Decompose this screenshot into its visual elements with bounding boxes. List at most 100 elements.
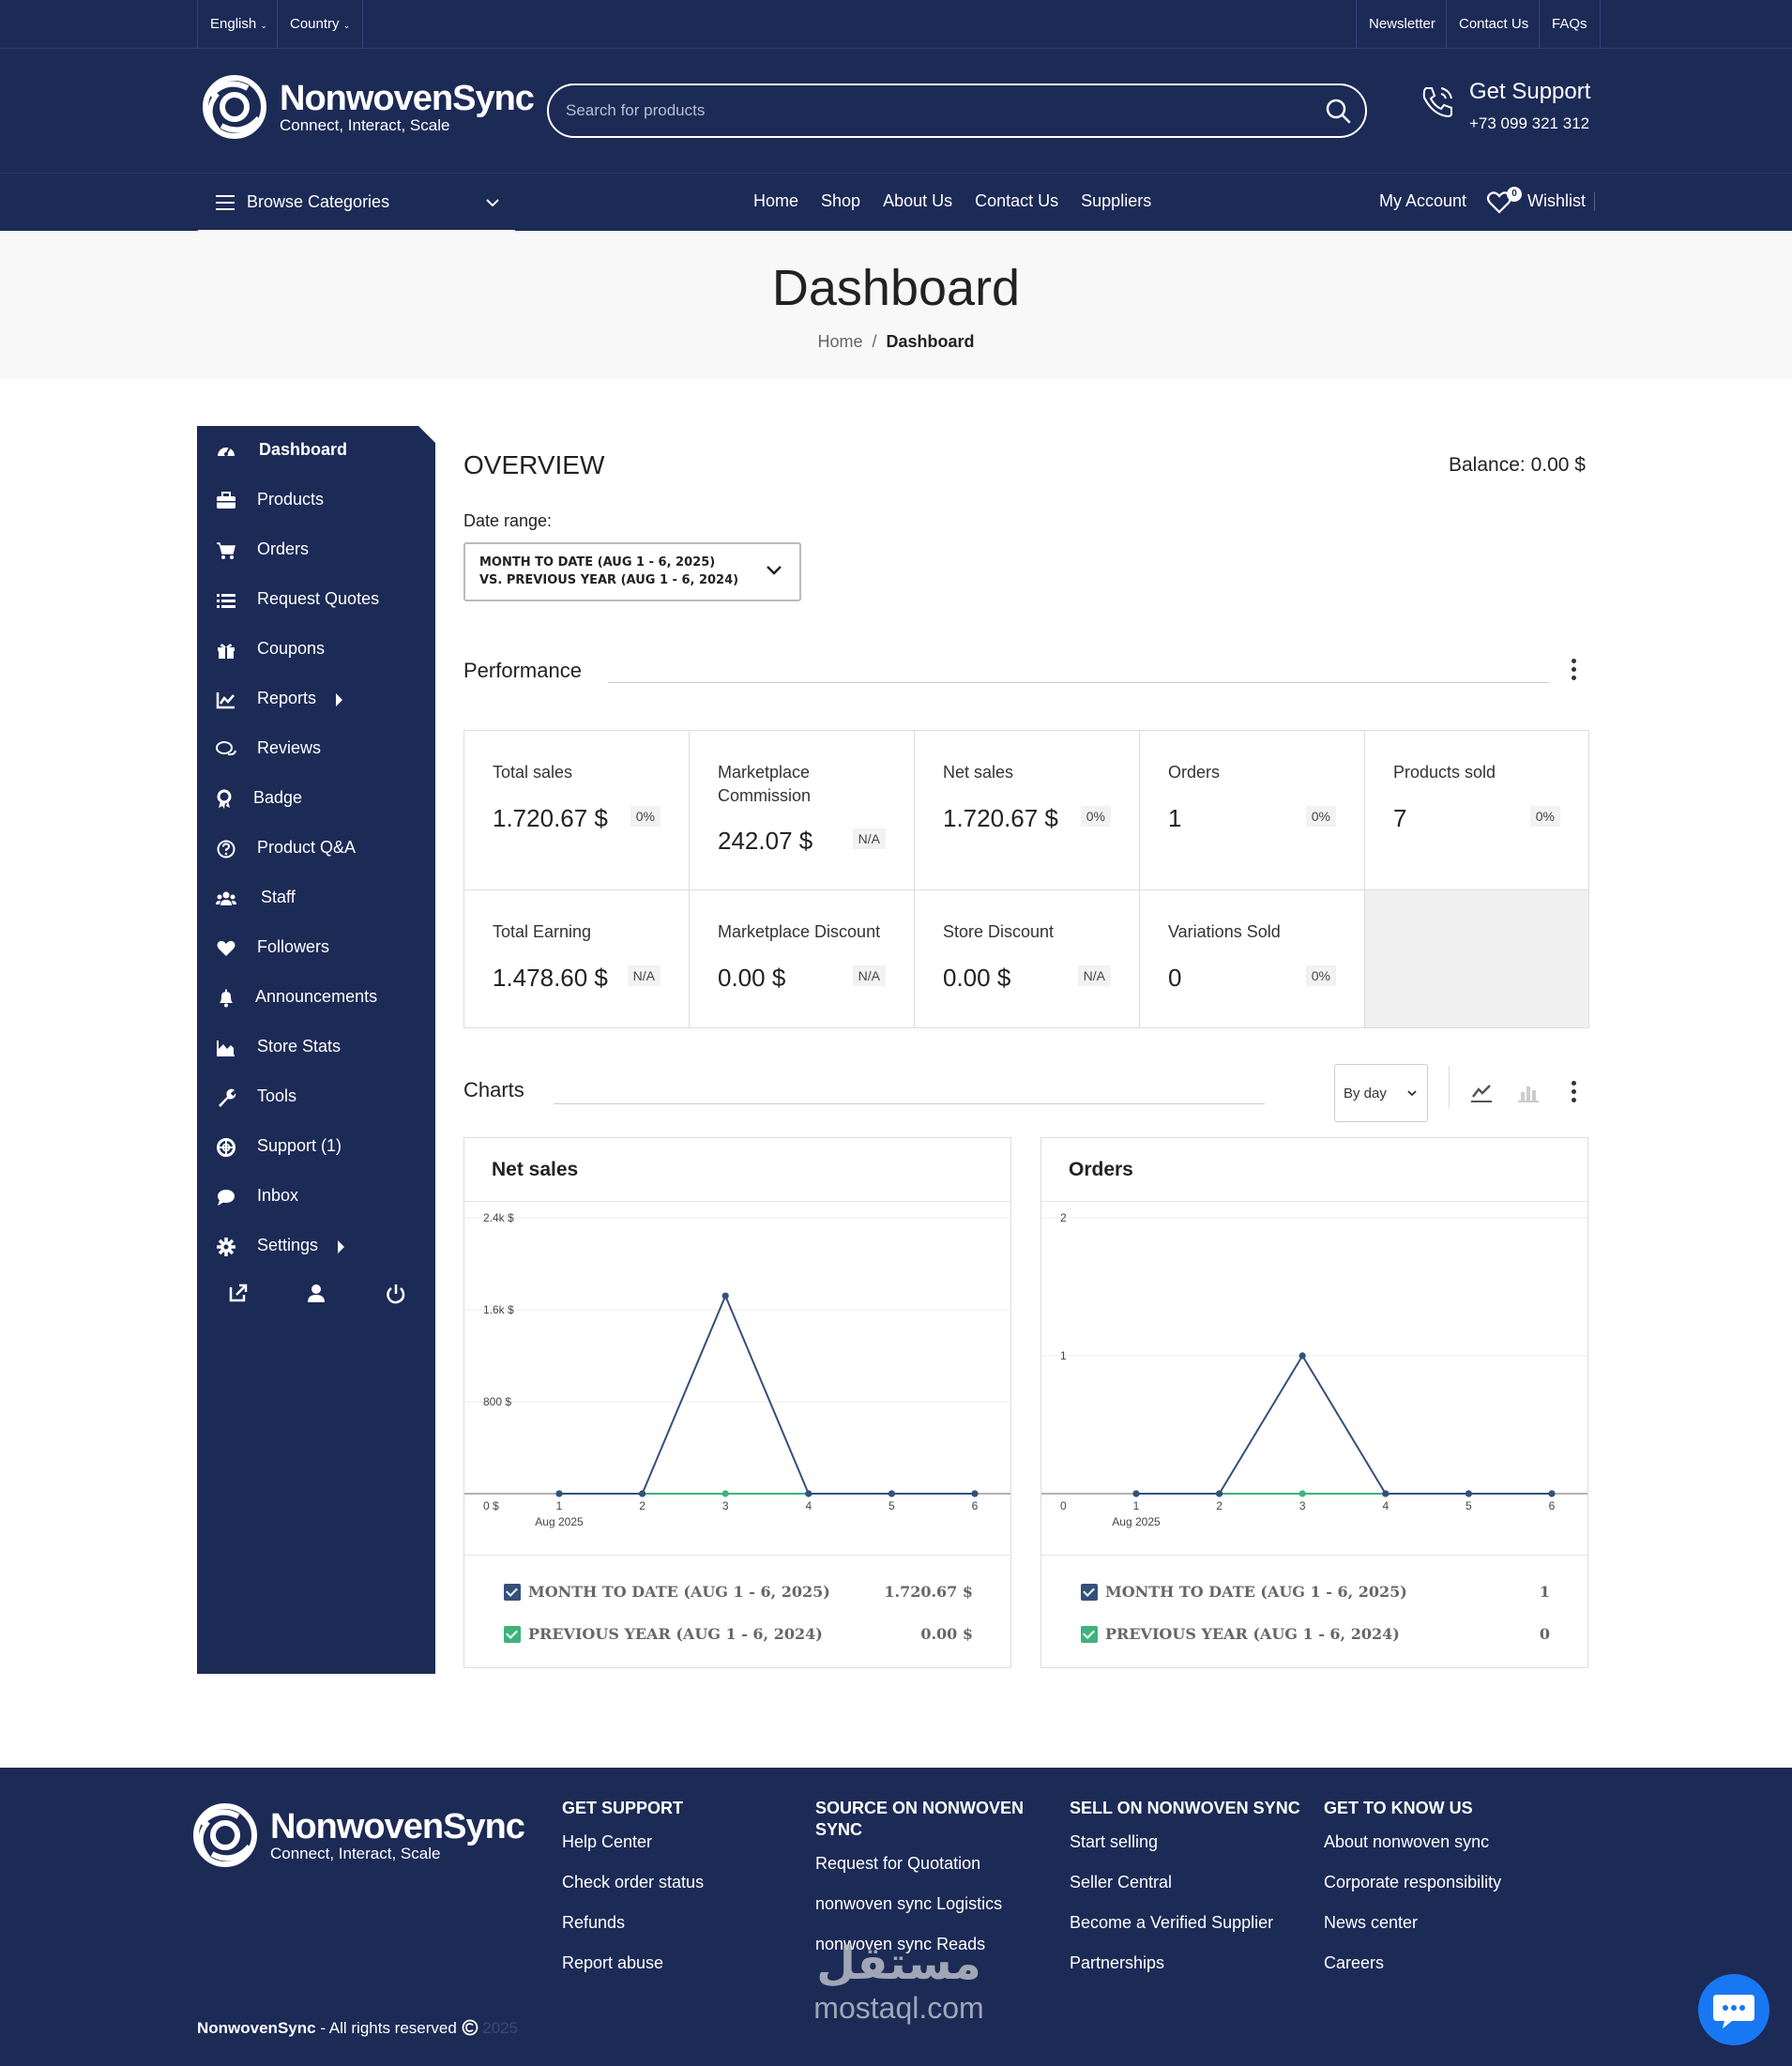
sidebar-item-followers[interactable]: Followers: [197, 923, 435, 973]
contact-link[interactable]: Contact Us: [1446, 0, 1541, 49]
wishlist-link[interactable]: 0 Wishlist: [1486, 187, 1599, 217]
legend-item-previous[interactable]: PREVIOUS YEAR (AUG 1 - 6, 2024) 0: [1081, 1620, 1550, 1648]
comments-icon: [216, 741, 236, 756]
sidebar-item-store-stats[interactable]: Store Stats: [197, 1023, 435, 1072]
power-icon[interactable]: [382, 1280, 410, 1308]
footer-link[interactable]: Check order status: [562, 1873, 705, 1891]
sidebar-item-staff[interactable]: Staff: [197, 873, 435, 923]
stat-change: 0%: [1529, 806, 1560, 827]
my-account-link[interactable]: My Account: [1379, 191, 1467, 210]
nav-suppliers[interactable]: Suppliers: [1081, 191, 1152, 210]
x-tick-label: 4: [1382, 1499, 1389, 1512]
brand-name: NonwovenSync: [270, 1806, 525, 1846]
footer-link[interactable]: Start selling: [1070, 1832, 1159, 1851]
header: NonwovenSync Connect, Interact, Scale Ge…: [0, 49, 1792, 173]
sidebar-item-badge[interactable]: Badge: [197, 774, 435, 824]
legend-item-previous[interactable]: PREVIOUS YEAR (AUG 1 - 6, 2024) 0.00 $: [504, 1620, 973, 1648]
sidebar-item-orders[interactable]: Orders: [197, 525, 435, 575]
footer-link[interactable]: News center: [1324, 1913, 1419, 1932]
search-icon[interactable]: [1324, 97, 1352, 125]
sidebar-item-settings[interactable]: Settings: [197, 1222, 435, 1271]
interval-select[interactable]: By day: [1334, 1064, 1428, 1122]
sidebar-item-reports[interactable]: Reports: [197, 675, 435, 724]
stat-card-marketplace-commission[interactable]: Marketplace Commission 242.07 $ N/A: [690, 731, 915, 890]
faqs-link[interactable]: FAQs: [1539, 0, 1601, 49]
browse-categories-button[interactable]: Browse Categories: [198, 174, 515, 232]
chart-legend: MONTH TO DATE (AUG 1 - 6, 2025) 1.720.67…: [464, 1555, 1010, 1667]
sidebar-item-products[interactable]: Products: [197, 476, 435, 525]
nav-divider: [1594, 192, 1595, 211]
page-title: Dashboard: [771, 260, 1021, 316]
sidebar-item-coupons[interactable]: Coupons: [197, 625, 435, 675]
bar-chart-toggle-icon[interactable]: [1516, 1081, 1541, 1105]
stat-card-net-sales[interactable]: Net sales 1.720.67 $ 0%: [915, 731, 1140, 890]
line-chart-toggle-icon[interactable]: [1469, 1081, 1494, 1105]
checkbox-icon[interactable]: [1081, 1626, 1098, 1643]
stat-card-variations-sold[interactable]: Variations Sold 0 0%: [1140, 890, 1365, 1027]
nav-about[interactable]: About Us: [883, 191, 953, 210]
sidebar-item-reviews[interactable]: Reviews: [197, 724, 435, 774]
sidebar-item-inbox[interactable]: Inbox: [197, 1172, 435, 1222]
sidebar-item-request-quotes[interactable]: Request Quotes: [197, 575, 435, 625]
checkbox-icon[interactable]: [504, 1626, 521, 1643]
footer-link[interactable]: Seller Central: [1070, 1873, 1173, 1891]
sidebar-item-tools[interactable]: Tools: [197, 1072, 435, 1122]
country-selector[interactable]: Country ⌄: [277, 0, 364, 49]
more-options-icon[interactable]: [1571, 659, 1578, 683]
language-selector[interactable]: English ⌄: [197, 0, 280, 49]
x-tick-label: 3: [1299, 1499, 1306, 1512]
sidebar-item-dashboard[interactable]: Dashboard: [197, 426, 435, 476]
y-tick-label: 2: [1060, 1211, 1067, 1224]
footer-link[interactable]: Become a Verified Supplier: [1070, 1913, 1274, 1932]
date-range-current: MONTH TO DATE (AUG 1 - 6, 2025): [479, 555, 716, 570]
footer-link[interactable]: Report abuse: [562, 1953, 664, 1972]
search-input[interactable]: [566, 99, 1298, 123]
stat-card-store-discount[interactable]: Store Discount 0.00 $ N/A: [915, 890, 1140, 1027]
footer-link[interactable]: Request for Quotation: [815, 1854, 981, 1873]
stat-change: 0%: [630, 806, 661, 827]
nav-shop[interactable]: Shop: [821, 191, 861, 210]
legend-item-current[interactable]: MONTH TO DATE (AUG 1 - 6, 2025) 1.720.67…: [504, 1578, 973, 1606]
stat-card-total-sales[interactable]: Total sales 1.720.67 $ 0%: [464, 731, 690, 890]
wishlist-count-badge: 0: [1507, 187, 1522, 202]
stat-card-marketplace-discount[interactable]: Marketplace Discount 0.00 $ N/A: [690, 890, 915, 1027]
chart-header: Net sales: [464, 1138, 1010, 1202]
dashboard-icon: [218, 447, 235, 456]
brand-tagline: Connect, Interact, Scale: [280, 115, 450, 134]
stat-title: Products sold: [1393, 763, 1496, 782]
user-icon[interactable]: [302, 1280, 330, 1308]
sidebar-item-announcements[interactable]: Announcements: [197, 973, 435, 1023]
footer-link[interactable]: nonwoven sync Reads: [815, 1935, 986, 1953]
chat-icon: [1713, 1995, 1754, 2028]
stat-card-total-earning[interactable]: Total Earning 1.478.60 $ N/A: [464, 890, 690, 1027]
chart-header: Orders: [1041, 1138, 1587, 1202]
footer-link[interactable]: Refunds: [562, 1913, 626, 1932]
sidebar-item-support[interactable]: Support (1): [197, 1122, 435, 1172]
stat-card-orders[interactable]: Orders 1 0%: [1140, 731, 1365, 890]
footer-link[interactable]: About nonwoven sync: [1324, 1832, 1490, 1851]
gear-icon: [217, 1238, 235, 1256]
x-tick-label: 4: [805, 1499, 812, 1512]
footer-link[interactable]: Partnerships: [1070, 1953, 1165, 1972]
nav-home[interactable]: Home: [753, 191, 799, 210]
newsletter-link[interactable]: Newsletter: [1356, 0, 1448, 49]
chat-button[interactable]: [1698, 1974, 1769, 2045]
footer-link[interactable]: Careers: [1324, 1953, 1385, 1972]
brand-logo[interactable]: NonwovenSync Connect, Interact, Scale: [199, 73, 535, 141]
footer-logo[interactable]: NonwovenSync Connect, Interact, Scale: [190, 1801, 525, 1869]
sidebar-item-product-qa[interactable]: Product Q&A: [197, 824, 435, 873]
watermark-arabic: مستقل: [816, 1939, 981, 1989]
footer-link[interactable]: nonwoven sync Logistics: [815, 1894, 1003, 1913]
sidebar-item-label: Request Quotes: [257, 589, 380, 608]
more-options-icon[interactable]: [1571, 1081, 1578, 1105]
date-range-select[interactable]: MONTH TO DATE (AUG 1 - 6, 2025) VS. PREV…: [463, 542, 801, 601]
footer-link[interactable]: Help Center: [562, 1832, 653, 1851]
legend-item-current[interactable]: MONTH TO DATE (AUG 1 - 6, 2025) 1: [1081, 1578, 1550, 1606]
breadcrumb-home[interactable]: Home: [817, 332, 863, 351]
stat-card-products-sold[interactable]: Products sold 7 0%: [1365, 731, 1588, 890]
nav-contact[interactable]: Contact Us: [975, 191, 1059, 210]
checkbox-icon[interactable]: [1081, 1584, 1098, 1601]
external-link-icon[interactable]: [225, 1280, 253, 1308]
checkbox-icon[interactable]: [504, 1584, 521, 1601]
footer-link[interactable]: Corporate responsibility: [1324, 1873, 1502, 1891]
